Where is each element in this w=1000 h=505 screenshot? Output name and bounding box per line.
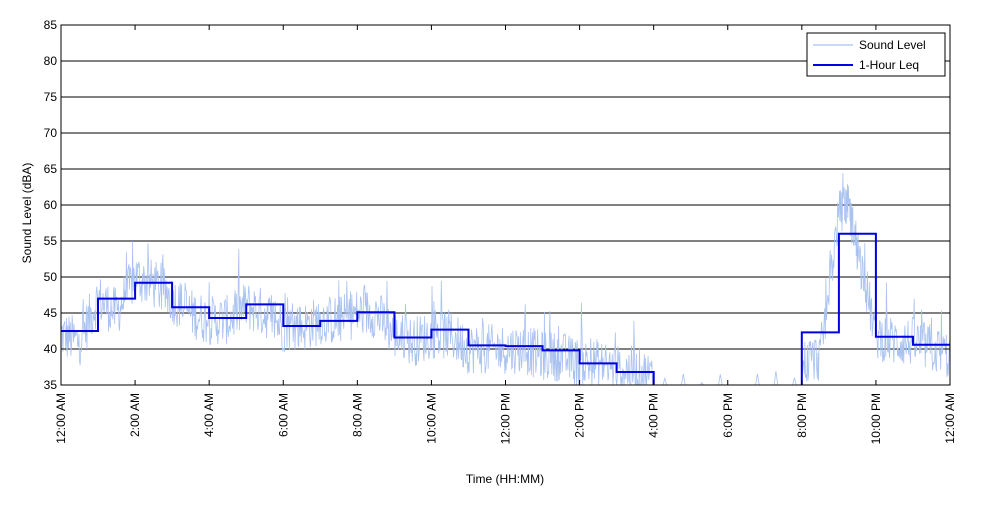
x-tick-label: 10:00 PM (869, 393, 883, 444)
x-tick-label: 2:00 AM (128, 393, 142, 437)
x-tick-label: 8:00 PM (795, 393, 809, 438)
x-axis-label: Time (HH:MM) (466, 472, 544, 486)
x-tick-label: 12:00 AM (943, 393, 957, 444)
y-tick-label: 35 (44, 378, 58, 392)
x-tick-label: 4:00 PM (647, 393, 661, 438)
x-tick-label: 6:00 PM (721, 393, 735, 438)
legend-label-sound-level: Sound Level (859, 38, 926, 52)
legend-label-leq: 1-Hour Leq (859, 58, 919, 72)
x-tick-label: 4:00 AM (202, 393, 216, 437)
x-tick-label: 10:00 AM (424, 393, 438, 444)
x-tick-label: 2:00 PM (573, 393, 587, 438)
y-axis-label: Sound Level (dBA) (20, 163, 34, 264)
y-tick-label: 40 (44, 342, 58, 356)
legend: Sound Level 1-Hour Leq (807, 33, 945, 76)
x-tick-label: 8:00 AM (350, 393, 364, 437)
y-tick-label: 85 (44, 18, 58, 32)
x-tick-label: 12:00 AM (54, 393, 68, 444)
y-tick-label: 65 (44, 162, 58, 176)
y-tick-label: 80 (44, 54, 58, 68)
y-tick-label: 55 (44, 234, 58, 248)
y-tick-label: 45 (44, 306, 58, 320)
x-tick-label: 12:00 PM (499, 393, 513, 444)
x-tick-label: 6:00 AM (276, 393, 290, 437)
y-tick-label: 50 (44, 270, 58, 284)
y-tick-label: 70 (44, 126, 58, 140)
y-tick-label: 60 (44, 198, 58, 212)
y-tick-label: 75 (44, 90, 58, 104)
